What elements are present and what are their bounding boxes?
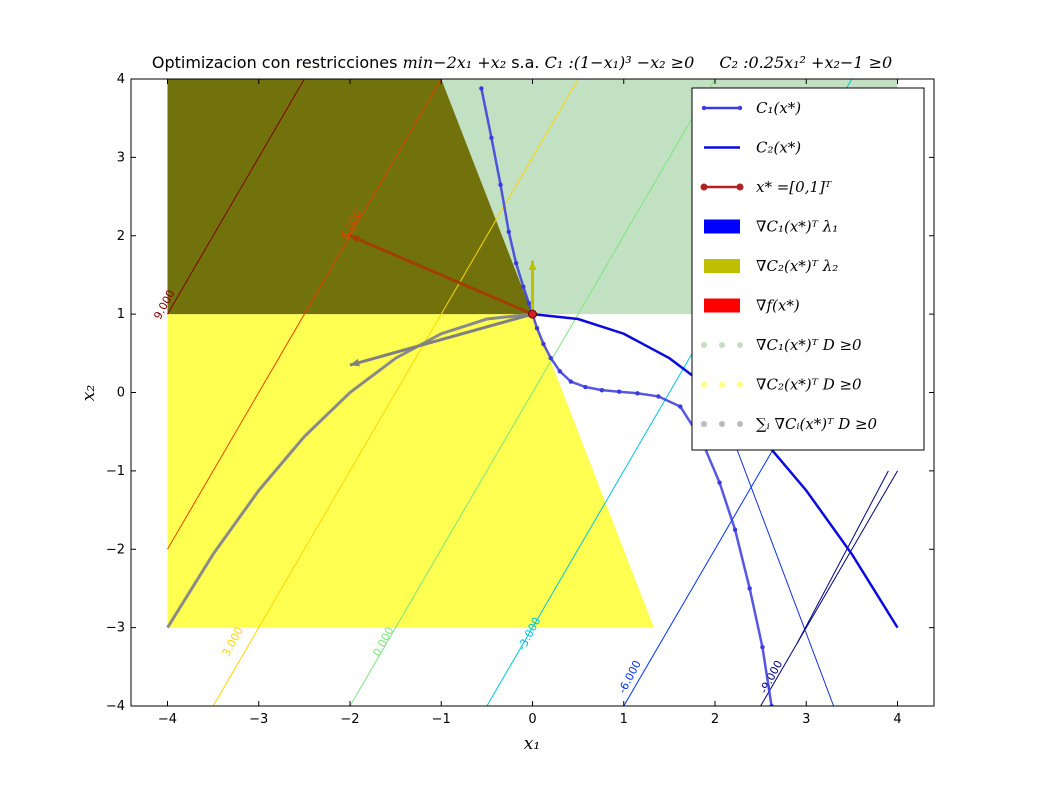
y-tick-label: −4 [106, 699, 125, 714]
x-tick-label: 2 [711, 712, 719, 727]
c1-point [732, 527, 738, 532]
c1-point [506, 229, 511, 235]
c1-point [747, 586, 752, 591]
sum-gradient-curve [166, 312, 533, 629]
legend-label: ∇C₂(x*)ᵀ D ≥0 [756, 376, 862, 394]
x-tick-label: −2 [340, 712, 359, 727]
legend-swatch-dot [719, 342, 725, 348]
c1-point [568, 379, 574, 384]
y-axis-label: x₂ [79, 385, 99, 402]
contour-line [167, 79, 305, 315]
y-tick-label: 0 [117, 386, 125, 401]
legend-label: ∇C₂(x*)ᵀ λ₂ [756, 257, 838, 275]
x-tick-label: −1 [432, 712, 451, 727]
contour-label: -9.000 [757, 658, 785, 695]
legend-label: ∇C₁(x*)ᵀ λ₁ [756, 218, 838, 236]
x-axis-label: x₁ [524, 734, 540, 754]
contour-label: 3.000 [220, 625, 246, 659]
x-tick-label: 1 [620, 712, 628, 727]
c1-point [513, 260, 519, 266]
c1-point [526, 300, 532, 306]
contour-line [349, 79, 716, 706]
x-tick-label: 4 [893, 712, 901, 727]
x-tick-label: 3 [802, 712, 810, 727]
legend-swatch-dot [719, 381, 725, 388]
legend-label: x* =[0,1]ᵀ [756, 178, 832, 196]
y-tick-label: 4 [117, 72, 125, 87]
legend-swatch-marker [736, 183, 744, 191]
legend-swatch-patch [704, 259, 740, 273]
chart-title: Optimizacion con restricciones min−2x₁ +… [152, 53, 892, 72]
legend-swatch-dot [737, 381, 743, 388]
legend-swatch-marker [701, 105, 707, 111]
c1-point [498, 182, 503, 188]
y-tick-label: 2 [117, 229, 125, 244]
legend-label: ∑ᵢ ∇Cᵢ(x*)ᵀ D ≥0 [756, 415, 878, 433]
y-tick-label: 3 [117, 150, 125, 165]
gradient-arrow [349, 312, 533, 367]
legend-swatch-dot [701, 381, 707, 388]
c1-point [479, 86, 484, 91]
y-tick-label: 1 [117, 307, 125, 322]
legend-swatch-patch [704, 298, 740, 313]
legend-label: ∇f(x*) [756, 297, 800, 315]
y-tick-label: −2 [106, 542, 125, 557]
c1-point [616, 389, 622, 394]
gradient-arrowhead [350, 358, 360, 367]
gradient-arrow [349, 234, 534, 316]
contour-label: -6.000 [616, 658, 644, 695]
gradient-arrowhead [528, 260, 537, 271]
legend-swatch-dot [737, 342, 743, 348]
c1-point [521, 284, 526, 289]
c1-point [635, 391, 640, 396]
c1-point [548, 355, 553, 361]
axes-frame: −4 −3 −2 −1 0 1 2 3 4 −4 −3 −2 −1 0 1 2 3 4 [106, 72, 935, 727]
c1-point [534, 326, 540, 331]
legend-swatch-dot [719, 421, 725, 427]
optimum-point [528, 309, 537, 319]
contour-line [212, 79, 579, 706]
contour-line [760, 470, 898, 706]
legend-swatch-dot [701, 421, 707, 427]
contour-line [167, 79, 442, 550]
c1-point [583, 384, 588, 390]
gradient-arrowhead [350, 235, 360, 243]
contour-line [796, 470, 889, 644]
c1-point [656, 394, 661, 399]
c1-point [769, 703, 774, 706]
c1-point [489, 135, 494, 140]
legend: C₁(x*) C₂(x*) x* =[0,1]ᵀ ∇C₁(x*)ᵀ λ₁ ∇C₂(x*)… [691, 87, 925, 451]
y-tick-label: −1 [106, 464, 125, 479]
legend-swatch-patch [704, 219, 740, 234]
region-c2-feasible-directions [167, 314, 654, 628]
c1-point [678, 404, 683, 409]
c1-point [760, 645, 765, 650]
x-tick-label: 0 [528, 712, 536, 727]
legend-swatch-marker [700, 183, 708, 191]
legend-label: C₁(x*) [756, 99, 801, 117]
c1-point [541, 341, 546, 347]
legend-label: C₂(x*) [756, 139, 801, 157]
y-tick-label: −3 [106, 621, 125, 636]
c1-point [557, 369, 563, 374]
c1-point [599, 387, 605, 393]
contour-label: 0.000 [370, 625, 396, 659]
region-overlap [167, 79, 533, 315]
c1-point [717, 480, 722, 485]
contour-line [732, 439, 835, 706]
x-tick-label: −4 [158, 712, 177, 727]
legend-swatch-marker [737, 105, 743, 111]
x-tick-label: −3 [249, 712, 268, 727]
legend-swatch-dot [701, 342, 707, 348]
legend-swatch-dot [737, 421, 743, 427]
legend-label: ∇C₁(x*)ᵀ D ≥0 [756, 336, 862, 354]
